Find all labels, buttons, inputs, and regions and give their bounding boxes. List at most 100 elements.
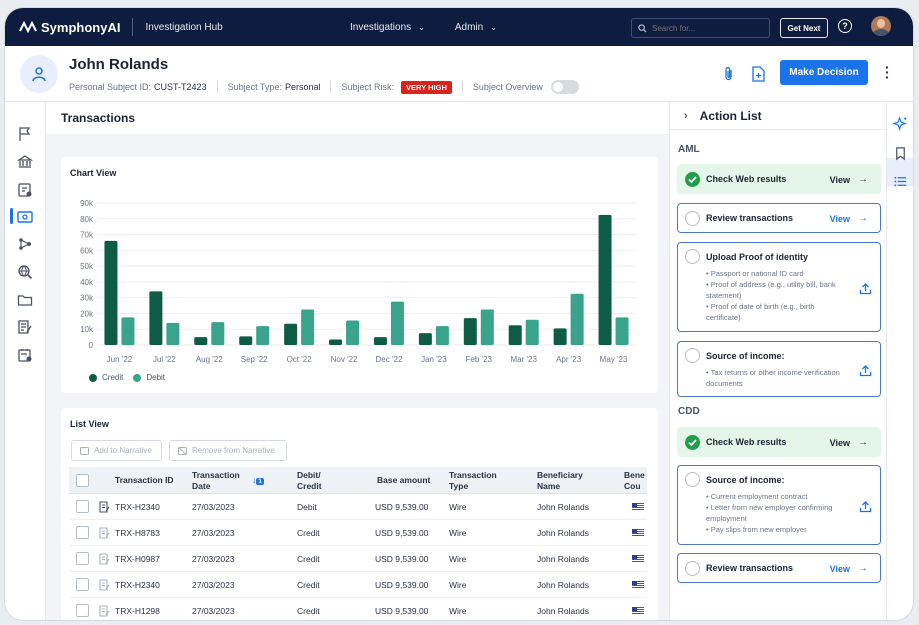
table-row[interactable]: TRX-H2340 27/03/2023 Credit USD 9,539.00 Wir… xyxy=(69,572,647,598)
col-debit-credit[interactable]: Debit/Credit xyxy=(297,470,322,492)
case-details-icon[interactable] xyxy=(17,347,33,363)
bar-debit[interactable] xyxy=(570,293,584,345)
view-link[interactable]: View → xyxy=(830,213,868,224)
bar-credit[interactable] xyxy=(463,318,477,345)
bar-credit[interactable] xyxy=(104,240,118,345)
table-row[interactable]: TRX-H8783 27/03/2023 Credit USD 9,539.00 Wir… xyxy=(69,520,647,546)
bar-debit[interactable] xyxy=(480,309,494,346)
get-next-button[interactable]: Get Next xyxy=(780,18,828,38)
row-checkbox[interactable] xyxy=(76,526,89,539)
narrative-note-icon[interactable] xyxy=(99,501,110,513)
web-search-icon[interactable] xyxy=(17,264,33,280)
cell-transaction-id[interactable]: TRX-H1298 xyxy=(115,606,160,616)
view-link[interactable]: View → xyxy=(830,563,868,574)
bar-debit[interactable] xyxy=(166,322,180,345)
chevron-right-icon[interactable]: › xyxy=(684,109,688,122)
add-document-icon[interactable] xyxy=(752,66,765,82)
bar-debit[interactable] xyxy=(256,326,270,345)
search-input[interactable] xyxy=(652,23,762,33)
upload-icon[interactable] xyxy=(859,364,872,377)
col-beneficiary-country[interactable]: Bene Cou xyxy=(624,470,645,492)
cell-transaction-id[interactable]: TRX-H8783 xyxy=(115,528,160,538)
report-icon[interactable] xyxy=(17,182,33,198)
subject-overview-toggle[interactable] xyxy=(550,80,579,94)
bar-debit[interactable] xyxy=(346,320,360,345)
bar-debit[interactable] xyxy=(121,317,135,345)
bar-credit[interactable] xyxy=(239,336,253,345)
ai-sparkle-icon[interactable] xyxy=(893,116,908,131)
nav-investigations[interactable]: Investigations ⌄ xyxy=(350,22,425,33)
status-circle-icon[interactable] xyxy=(685,348,700,363)
view-link[interactable]: View → xyxy=(830,174,868,185)
table-row[interactable]: TRX-H2340 27/03/2023 Debit USD 9,539.00 Wire… xyxy=(69,494,647,520)
col-beneficiary-name[interactable]: Beneficiary Name xyxy=(537,470,583,492)
table-row[interactable]: TRX-H1298 27/03/2023 Credit USD 9,539.00 Wir… xyxy=(69,598,647,620)
select-all-checkbox[interactable] xyxy=(76,474,89,487)
add-to-narrative-button[interactable]: Add to Narrative xyxy=(71,440,162,461)
action-item-aml[interactable]: Upload Proof of identity Passport or nati… xyxy=(677,242,881,332)
row-checkbox[interactable] xyxy=(76,578,89,591)
bar-credit[interactable] xyxy=(418,333,432,345)
bar-debit[interactable] xyxy=(435,326,449,345)
narrative-note-icon[interactable] xyxy=(99,605,110,617)
folder-icon[interactable] xyxy=(17,292,33,308)
bar-debit[interactable] xyxy=(615,317,629,345)
bar-credit[interactable] xyxy=(149,291,163,345)
transactions-icon[interactable] xyxy=(17,209,33,225)
cell-transaction-id[interactable]: TRX-H2340 xyxy=(115,502,160,512)
col-base-amount[interactable]: Base amount xyxy=(377,475,431,485)
status-circle-icon[interactable] xyxy=(685,561,700,576)
action-item-aml[interactable]: Review transactions View → xyxy=(677,203,881,233)
bookmark-icon[interactable] xyxy=(893,146,908,161)
brand-logo[interactable]: SymphonyAI xyxy=(19,20,120,35)
narrative-note-icon[interactable] xyxy=(99,579,110,591)
upload-icon[interactable] xyxy=(859,282,872,295)
legend-credit[interactable]: Credit xyxy=(89,373,123,382)
check-circle-icon[interactable] xyxy=(685,435,700,450)
bar-credit[interactable] xyxy=(553,328,567,345)
action-item-cdd[interactable]: Check Web results View → xyxy=(677,427,881,457)
bar-debit[interactable] xyxy=(390,301,404,345)
status-circle-icon[interactable] xyxy=(685,472,700,487)
bar-credit[interactable] xyxy=(194,337,208,345)
status-circle-icon[interactable] xyxy=(685,249,700,264)
make-decision-button[interactable]: Make Decision xyxy=(780,60,868,85)
table-row[interactable]: TRX-H0987 27/03/2023 Credit USD 9,539.00 Wir… xyxy=(69,546,647,572)
col-transaction-id[interactable]: Transaction ID xyxy=(115,475,174,485)
col-transaction-date[interactable]: Transaction Date xyxy=(192,470,240,492)
row-checkbox[interactable] xyxy=(76,500,89,513)
row-checkbox[interactable] xyxy=(76,552,89,565)
legend-debit[interactable]: Debit xyxy=(133,373,165,382)
narrative-note-icon[interactable] xyxy=(99,553,110,565)
bar-credit[interactable] xyxy=(598,214,612,345)
status-circle-icon[interactable] xyxy=(685,211,700,226)
bar-credit[interactable] xyxy=(508,325,522,345)
cell-transaction-id[interactable]: TRX-H0987 xyxy=(115,554,160,564)
help-icon[interactable]: ? xyxy=(838,19,852,33)
cell-transaction-id[interactable]: TRX-H2340 xyxy=(115,580,160,590)
bar-credit[interactable] xyxy=(329,339,343,345)
view-link[interactable]: View → xyxy=(830,437,868,448)
network-icon[interactable] xyxy=(17,236,33,252)
user-avatar[interactable] xyxy=(871,16,891,36)
bar-credit[interactable] xyxy=(284,323,298,345)
flag-icon[interactable] xyxy=(17,126,33,142)
bar-debit[interactable] xyxy=(301,309,315,346)
bar-debit[interactable] xyxy=(211,322,225,345)
action-item-cdd[interactable]: Review transactions View → xyxy=(677,553,881,583)
notes-icon[interactable] xyxy=(17,319,33,335)
more-options-icon[interactable]: · · · xyxy=(885,59,890,85)
bar-debit[interactable] xyxy=(525,319,539,345)
upload-icon[interactable] xyxy=(859,500,872,513)
check-circle-icon[interactable] xyxy=(685,172,700,187)
bar-credit[interactable] xyxy=(373,337,387,345)
sort-desc-icon[interactable]: ↓ 1 xyxy=(252,475,264,485)
paperclip-icon[interactable] xyxy=(723,66,735,82)
nav-admin[interactable]: Admin ⌄ xyxy=(455,22,497,33)
action-item-aml[interactable]: Check Web results View → xyxy=(677,164,881,194)
action-item-cdd[interactable]: Source of income: Current employment cont… xyxy=(677,465,881,545)
remove-from-narrative-button[interactable]: Remove from Narrative xyxy=(169,440,287,461)
list-icon[interactable] xyxy=(893,174,908,189)
bank-icon[interactable] xyxy=(17,154,33,170)
row-checkbox[interactable] xyxy=(76,604,89,617)
